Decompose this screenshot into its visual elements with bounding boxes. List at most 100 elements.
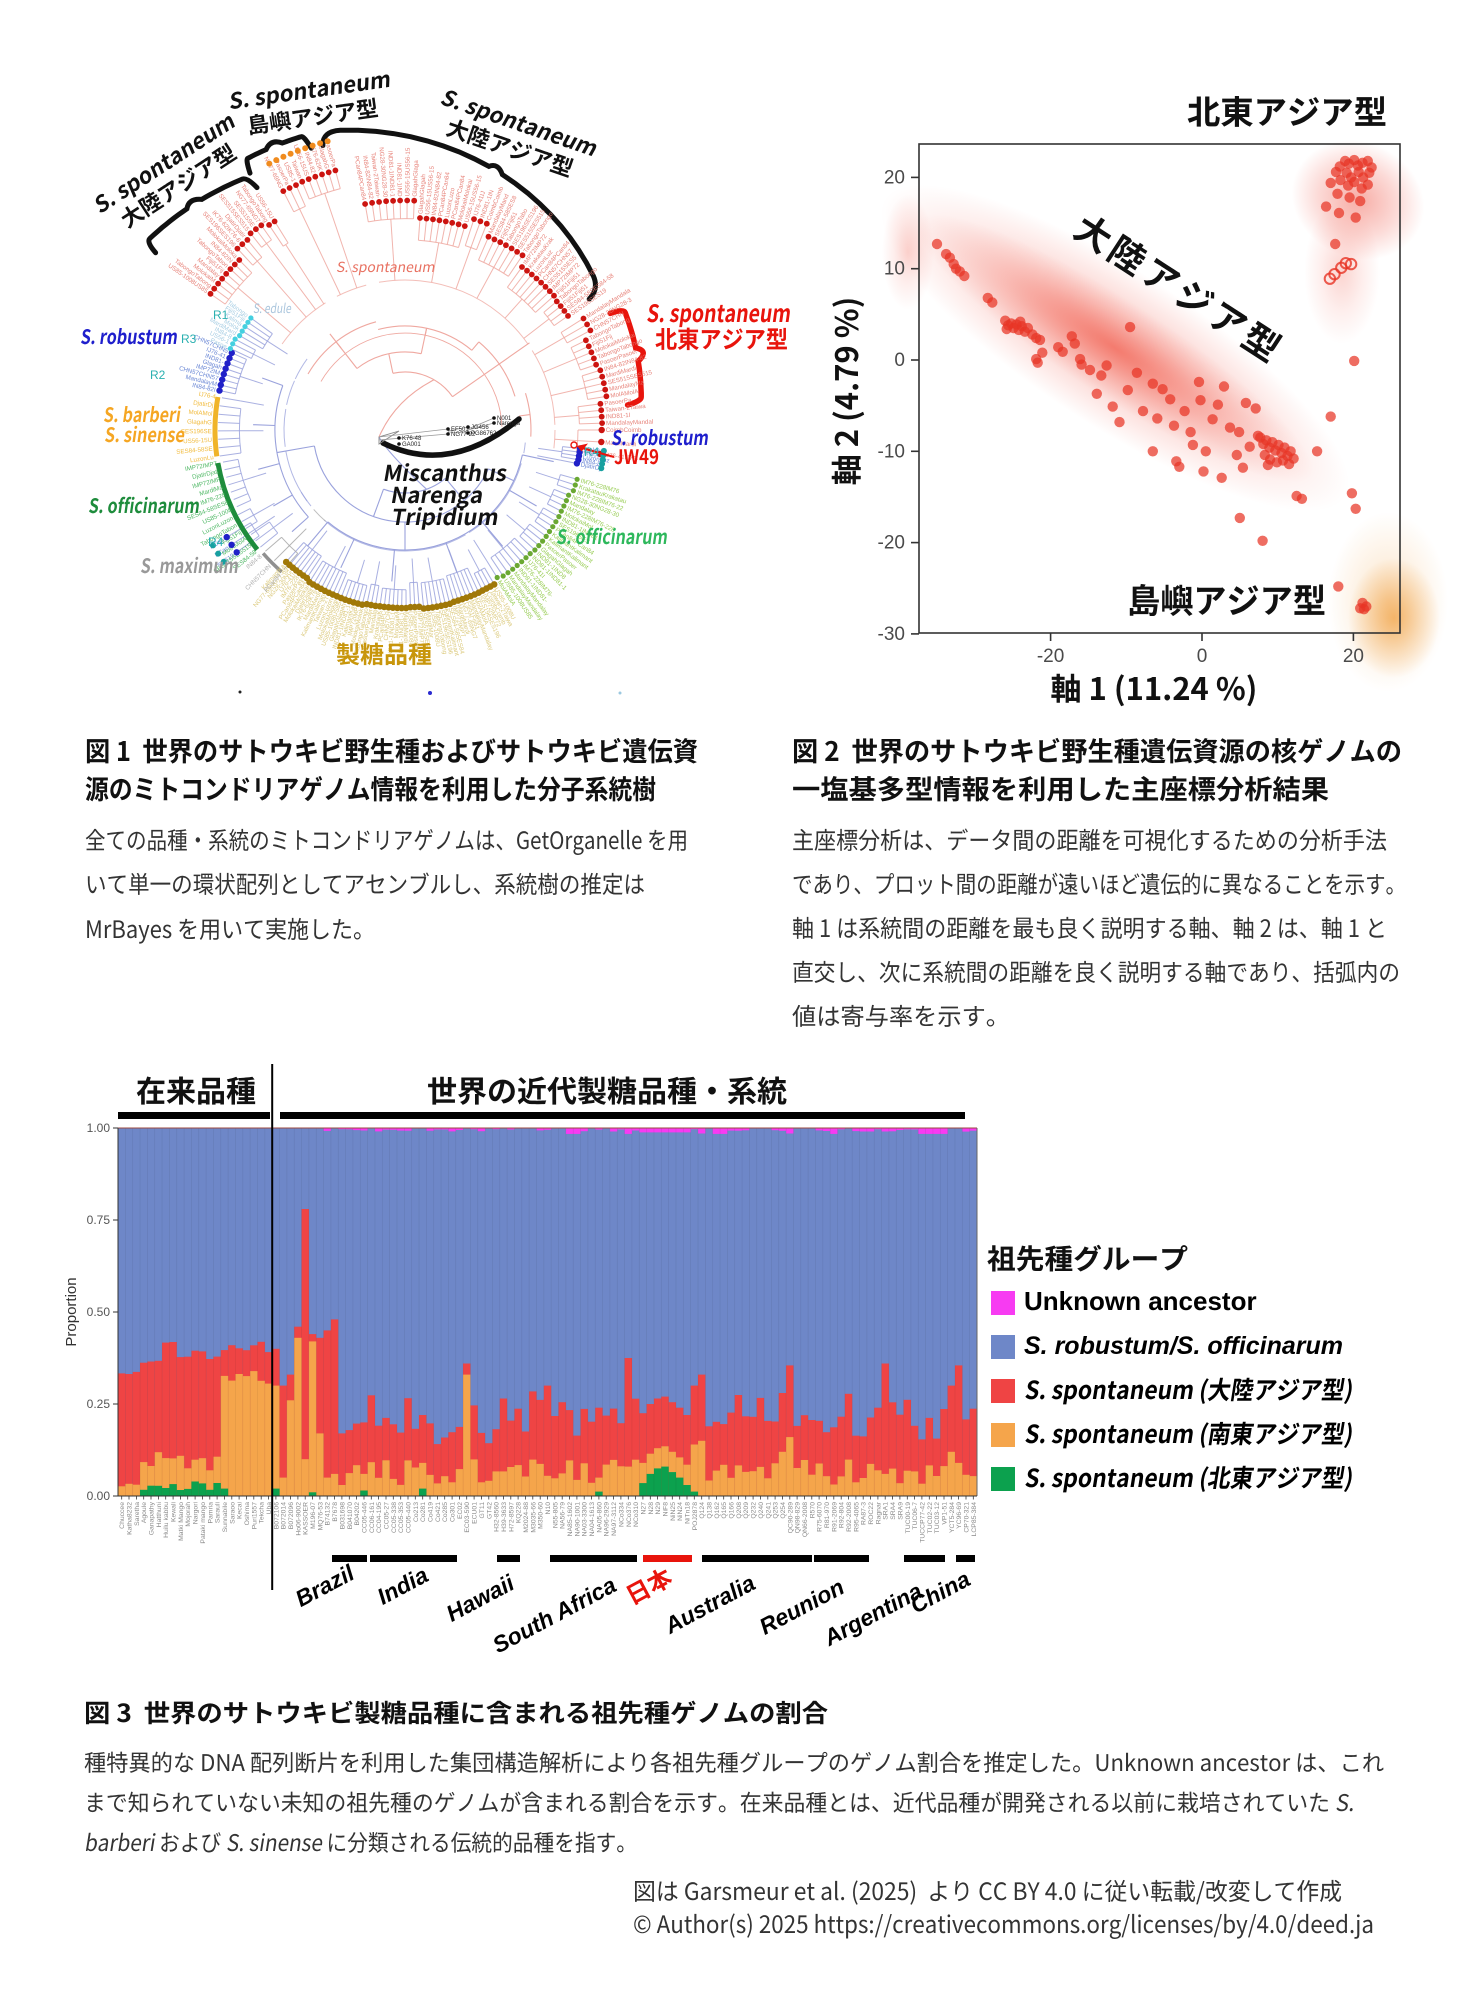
svg-text:R570: R570 bbox=[809, 1502, 816, 1518]
svg-text:H32-8560: H32-8560 bbox=[494, 1502, 501, 1532]
svg-text:Hatthuni: Hatthuni bbox=[156, 1502, 163, 1528]
svg-text:QN66-2008: QN66-2008 bbox=[802, 1502, 809, 1537]
svg-text:M196-07: M196-07 bbox=[310, 1502, 317, 1529]
svg-text:Q241: Q241 bbox=[765, 1502, 772, 1519]
svg-text:YCT5-284: YCT5-284 bbox=[949, 1502, 956, 1533]
svg-text:KQ228: KQ228 bbox=[516, 1502, 523, 1523]
svg-text:Co213: Co213 bbox=[413, 1502, 420, 1522]
svg-text:Q162: Q162 bbox=[714, 1502, 721, 1519]
svg-text:M2024-88: M2024-88 bbox=[523, 1502, 530, 1533]
svg-text:TUC02-22: TUC02-22 bbox=[927, 1502, 934, 1534]
svg-text:Tekcha: Tekcha bbox=[259, 1502, 266, 1524]
svg-text:LCP85-384: LCP85-384 bbox=[971, 1502, 978, 1537]
svg-text:Huilu kabbu: Huilu kabbu bbox=[163, 1502, 170, 1538]
svg-text:B072106: B072106 bbox=[273, 1502, 280, 1529]
svg-text:CC06-161: CC06-161 bbox=[369, 1502, 376, 1533]
svg-text:POJ2878: POJ2878 bbox=[692, 1502, 699, 1531]
svg-text:R4: R4 bbox=[208, 535, 224, 549]
svg-text:R75-6070: R75-6070 bbox=[817, 1502, 824, 1532]
svg-text:Co301: Co301 bbox=[450, 1502, 457, 1522]
svg-text:NiN25: NiN25 bbox=[670, 1502, 677, 1521]
svg-text:CC05-338: CC05-338 bbox=[391, 1502, 398, 1533]
svg-text:R4: R4 bbox=[584, 445, 600, 459]
svg-text:India: India bbox=[373, 1561, 433, 1609]
svg-text:RA87-3: RA87-3 bbox=[861, 1502, 868, 1525]
svg-text:Narenga: Narenga bbox=[497, 421, 521, 427]
svg-text:PG86762: PG86762 bbox=[471, 431, 497, 437]
svg-text:TUC00-19: TUC00-19 bbox=[905, 1502, 912, 1534]
svg-text:SRA4: SRA4 bbox=[890, 1502, 897, 1520]
svg-text:TUCCP77-42: TUCCP77-42 bbox=[919, 1502, 926, 1543]
svg-text:-20: -20 bbox=[1037, 646, 1064, 667]
svg-text:MolAMol: MolAMol bbox=[188, 409, 213, 418]
svg-text:0: 0 bbox=[1197, 646, 1208, 667]
svg-text:Ho06-9002: Ho06-9002 bbox=[295, 1502, 302, 1536]
svg-text:-20: -20 bbox=[878, 533, 905, 554]
svg-text:ROC22: ROC22 bbox=[868, 1502, 875, 1525]
svg-text:NCo310: NCo310 bbox=[633, 1502, 640, 1527]
svg-text:Saraoo: Saraoo bbox=[229, 1502, 236, 1524]
svg-text:Q254: Q254 bbox=[780, 1502, 787, 1519]
svg-text:NA90-1001: NA90-1001 bbox=[574, 1502, 581, 1537]
svg-text:Q209: Q209 bbox=[743, 1502, 750, 1519]
svg-text:0: 0 bbox=[894, 350, 905, 371]
svg-text:10: 10 bbox=[884, 259, 905, 280]
svg-text:NA03-3300: NA03-3300 bbox=[582, 1502, 589, 1537]
svg-text:R95-4065: R95-4065 bbox=[853, 1502, 860, 1532]
svg-text:CP70-321: CP70-321 bbox=[964, 1502, 971, 1533]
svg-text:R91-2069: R91-2069 bbox=[831, 1502, 838, 1532]
svg-text:H39-3633: H39-3633 bbox=[501, 1502, 508, 1532]
svg-text:N28: N28 bbox=[648, 1502, 655, 1515]
svg-text:YC96-69: YC96-69 bbox=[956, 1502, 963, 1529]
svg-text:Unknown ancestor: Unknown ancestor bbox=[1024, 1286, 1257, 1316]
svg-text:H72-8597: H72-8597 bbox=[508, 1502, 515, 1532]
svg-text:N27: N27 bbox=[640, 1502, 647, 1515]
svg-text:Q253: Q253 bbox=[773, 1502, 780, 1519]
svg-text:Ganapathy: Ganapathy bbox=[149, 1501, 156, 1535]
svg-text:EC03-590: EC03-590 bbox=[464, 1502, 471, 1533]
svg-text:IND81-1IND: IND81-1IND bbox=[395, 163, 403, 197]
svg-text:MQ76-53: MQ76-53 bbox=[317, 1502, 324, 1531]
svg-text:R2: R2 bbox=[150, 368, 166, 382]
svg-text:QC90-289: QC90-289 bbox=[787, 1502, 794, 1534]
svg-text:NA56-79: NA56-79 bbox=[560, 1502, 567, 1529]
svg-text:Kewali: Kewali bbox=[171, 1502, 178, 1523]
svg-text:Ragnar: Ragnar bbox=[875, 1501, 882, 1524]
svg-text:0.00: 0.00 bbox=[87, 1489, 111, 1503]
svg-text:CC05-27: CC05-27 bbox=[384, 1502, 391, 1529]
svg-text:N29: N29 bbox=[655, 1502, 662, 1515]
svg-text:S. robustum/S. officinarum: S. robustum/S. officinarum bbox=[1024, 1332, 1343, 1360]
svg-text:Co419: Co419 bbox=[428, 1502, 435, 1522]
svg-text:Matki Mango: Matki Mango bbox=[178, 1502, 185, 1541]
svg-text:Co285: Co285 bbox=[442, 1502, 449, 1522]
svg-text:GA001: GA001 bbox=[402, 442, 421, 448]
svg-text:NCo376: NCo376 bbox=[626, 1502, 633, 1527]
svg-text:20: 20 bbox=[884, 167, 905, 188]
svg-text:TUC03-12: TUC03-12 bbox=[934, 1502, 941, 1534]
svg-text:M3035-66: M3035-66 bbox=[530, 1502, 537, 1533]
svg-text:R81-970: R81-970 bbox=[824, 1502, 831, 1528]
svg-text:Sarauli: Sarauli bbox=[215, 1502, 222, 1524]
svg-text:0.25: 0.25 bbox=[87, 1397, 111, 1411]
svg-text:N10: N10 bbox=[545, 1502, 552, 1515]
svg-text:CC05-353: CC05-353 bbox=[398, 1502, 405, 1533]
svg-text:Pataki mango: Pataki mango bbox=[200, 1502, 207, 1544]
svg-text:NA05-860: NA05-860 bbox=[596, 1502, 603, 1533]
svg-text:Co421: Co421 bbox=[435, 1502, 442, 1522]
svg-text:TUC06-7: TUC06-7 bbox=[912, 1502, 919, 1530]
svg-text:B04202: B04202 bbox=[354, 1502, 361, 1526]
svg-text:NA96-2929: NA96-2929 bbox=[604, 1502, 611, 1537]
svg-text:-30: -30 bbox=[878, 624, 905, 645]
svg-text:CC05-440: CC05-440 bbox=[406, 1502, 413, 1533]
svg-text:Co281: Co281 bbox=[420, 1502, 427, 1522]
svg-text:B7678: B7678 bbox=[332, 1502, 339, 1522]
svg-text:Q166: Q166 bbox=[729, 1502, 736, 1519]
svg-text:R1: R1 bbox=[213, 308, 229, 322]
svg-text:Q208: Q208 bbox=[736, 1502, 743, 1519]
svg-text:Australia: Australia bbox=[659, 1569, 759, 1639]
svg-text:ECU01: ECU01 bbox=[472, 1502, 479, 1524]
svg-text:NA85-1602: NA85-1602 bbox=[567, 1502, 574, 1537]
svg-text:B072014: B072014 bbox=[281, 1502, 288, 1529]
svg-text:Agoule: Agoule bbox=[141, 1502, 148, 1523]
svg-text:EC02: EC02 bbox=[457, 1502, 464, 1519]
